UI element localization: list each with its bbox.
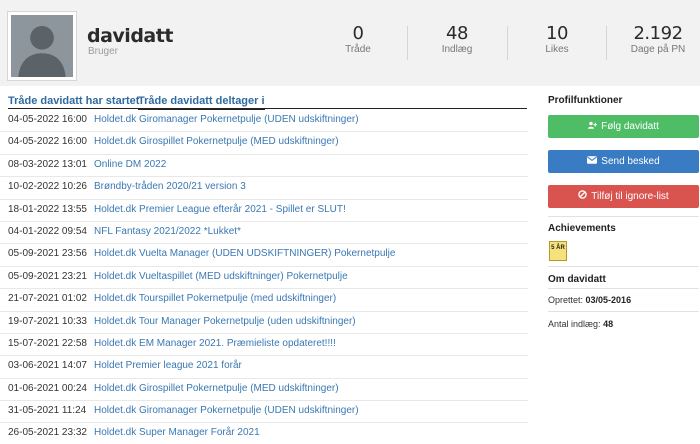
thread-date: 08-03-2022 13:01 <box>8 158 87 170</box>
table-row: 21-07-2021 01:02 Holdet.dk Tourspillet Po… <box>0 289 528 312</box>
tab-participating-threads[interactable]: Tråde davidatt deltager i <box>138 95 265 110</box>
table-row: 31-05-2021 11:24 Holdet.dk Giromanager Po… <box>0 401 528 424</box>
thread-link[interactable]: Holdet.dk Tour Manager Pokernetpulje (ud… <box>94 315 356 327</box>
thread-link[interactable]: NFL Fantasy 2021/2022 *Lukket* <box>94 225 241 237</box>
stat-days: 2.192 Dage på PN <box>625 24 691 56</box>
thread-date: 15-07-2021 22:58 <box>8 337 87 349</box>
stat-value: 10 <box>546 23 568 44</box>
created-value: 03/05-2016 <box>585 295 632 305</box>
follow-button-label: Følg davidatt <box>601 121 659 132</box>
thread-link[interactable]: Holdet.dk Giromanager Pokernetpulje (UDE… <box>94 114 359 125</box>
stat-label: Tråde <box>345 44 371 55</box>
about-title: Om davidatt <box>548 274 606 285</box>
ignore-button-label: Tilføj til ignore-list <box>591 191 669 202</box>
stat-likes: 10 Likes <box>537 24 577 56</box>
send-message-button[interactable]: Send besked <box>548 150 699 173</box>
tab-started-threads[interactable]: Tråde davidatt har startet <box>8 95 140 107</box>
table-row: 04-05-2022 16:00 Holdet.dk Girospillet Po… <box>0 132 528 155</box>
avatar[interactable] <box>8 12 76 80</box>
divider <box>548 311 699 312</box>
table-row: 04-01-2022 09:54 NFL Fantasy 2021/2022 *L… <box>0 222 528 245</box>
thread-tabs: Tråde davidatt har startet Tråde davidat… <box>8 95 527 110</box>
ban-icon <box>578 185 588 208</box>
follow-button[interactable]: Følg davidatt <box>548 115 699 138</box>
thread-link[interactable]: Holdet.dk Girospillet Pokernetpulje (MED… <box>94 136 339 148</box>
table-row: 15-07-2021 22:58 Holdet.dk EM Manager 202… <box>0 334 528 357</box>
thread-link[interactable]: Holdet.dk Vueltaspillet (MED udskiftning… <box>94 270 348 282</box>
thread-date: 04-05-2022 16:00 <box>8 114 87 125</box>
thread-link[interactable]: Brøndby-tråden 2020/21 version 3 <box>94 181 246 193</box>
five-year-badge[interactable]: 5 ÅR <box>549 241 567 261</box>
table-row: 05-09-2021 23:56 Holdet.dk Vuelta Manager… <box>0 244 528 267</box>
stat-threads: 0 Tråde <box>338 24 378 56</box>
stat-value: 48 <box>446 23 468 44</box>
thread-link[interactable]: Online DM 2022 <box>94 158 167 170</box>
thread-date: 01-06-2021 00:24 <box>8 382 87 394</box>
post-count-info: Antal indlæg: 48 <box>548 319 613 329</box>
profile-header: davidatt Bruger 0 Tråde 48 Indlæg 10 Lik… <box>0 0 700 86</box>
profile-functions-title: Profilfunktioner <box>548 95 623 106</box>
thread-link[interactable]: Holdet.dk Tourspillet Pokernetpulje (med… <box>94 293 337 305</box>
thread-date: 04-01-2022 09:54 <box>8 225 87 237</box>
thread-link[interactable]: Holdet.dk Vuelta Manager (UDEN UDSKIFTNI… <box>94 248 396 260</box>
table-row: 08-03-2022 13:01 Online DM 2022 <box>0 155 528 178</box>
thread-date: 04-05-2022 16:00 <box>8 136 87 148</box>
default-avatar-icon <box>11 15 73 77</box>
stat-value: 2.192 <box>633 23 683 44</box>
table-row: 03-06-2021 14:07 Holdet Premier league 20… <box>0 356 528 379</box>
stat-label: Indlæg <box>441 44 473 55</box>
table-row: 18-01-2022 13:55 Holdet.dk Premier League… <box>0 200 528 222</box>
envelope-icon <box>587 150 598 173</box>
thread-date: 26-05-2021 23:32 <box>8 427 87 439</box>
stat-value: 0 <box>352 23 364 44</box>
thread-date: 18-01-2022 13:55 <box>8 203 87 215</box>
table-row: 04-05-2022 16:00 Holdet.dk Giromanager Po… <box>0 110 528 133</box>
divider <box>548 288 699 289</box>
thread-date: 31-05-2021 11:24 <box>8 405 87 417</box>
stat-label: Dage på PN <box>630 44 686 55</box>
thread-link[interactable]: Holdet.dk Giromanager Pokernetpulje (UDE… <box>94 405 359 417</box>
user-plus-icon <box>588 115 598 138</box>
stat-label: Likes <box>545 44 569 55</box>
thread-link[interactable]: Holdet Premier league 2021 forår <box>94 360 242 372</box>
post-count-label: Antal indlæg: <box>548 319 601 329</box>
created-info: Oprettet: 03/05-2016 <box>548 295 631 305</box>
created-label: Oprettet: <box>548 295 584 305</box>
divider <box>548 266 699 267</box>
ignore-button[interactable]: Tilføj til ignore-list <box>548 185 699 208</box>
badge-text: 5 ÅR <box>551 245 565 251</box>
thread-date: 05-09-2021 23:21 <box>8 270 87 282</box>
post-count-value: 48 <box>603 319 614 329</box>
thread-date: 21-07-2021 01:02 <box>8 293 87 305</box>
stat-divider <box>507 26 508 60</box>
table-row: 26-05-2021 23:32 Holdet.dk Super Manager … <box>0 423 528 444</box>
thread-link[interactable]: Holdet.dk Super Manager Forår 2021 <box>94 427 260 439</box>
thread-link[interactable]: Holdet.dk EM Manager 2021. Præmieliste o… <box>94 337 336 349</box>
send-message-label: Send besked <box>601 156 660 167</box>
thread-date: 03-06-2021 14:07 <box>8 360 87 372</box>
thread-link[interactable]: Holdet.dk Premier League efterår 2021 - … <box>94 203 346 215</box>
divider <box>548 216 699 217</box>
table-row: 10-02-2022 10:26 Brøndby-tråden 2020/21 v… <box>0 177 528 200</box>
thread-date: 19-07-2021 10:33 <box>8 315 87 327</box>
thread-list: 04-05-2022 16:00 Holdet.dk Giromanager Po… <box>0 110 528 444</box>
table-row: 05-09-2021 23:21 Holdet.dk Vueltaspillet … <box>0 267 528 290</box>
thread-date: 05-09-2021 23:56 <box>8 248 87 260</box>
achievements-title: Achievements <box>548 223 616 234</box>
username: davidatt <box>87 25 173 47</box>
thread-date: 10-02-2022 10:26 <box>8 181 87 193</box>
thread-link[interactable]: Holdet.dk Girospillet Pokernetpulje (MED… <box>94 382 339 394</box>
table-row: 01-06-2021 00:24 Holdet.dk Girospillet Po… <box>0 379 528 402</box>
table-row: 19-07-2021 10:33 Holdet.dk Tour Manager P… <box>0 312 528 334</box>
stat-divider <box>407 26 408 60</box>
stat-posts: 48 Indlæg <box>437 24 477 56</box>
user-role: Bruger <box>88 46 119 57</box>
stat-divider <box>606 26 607 60</box>
